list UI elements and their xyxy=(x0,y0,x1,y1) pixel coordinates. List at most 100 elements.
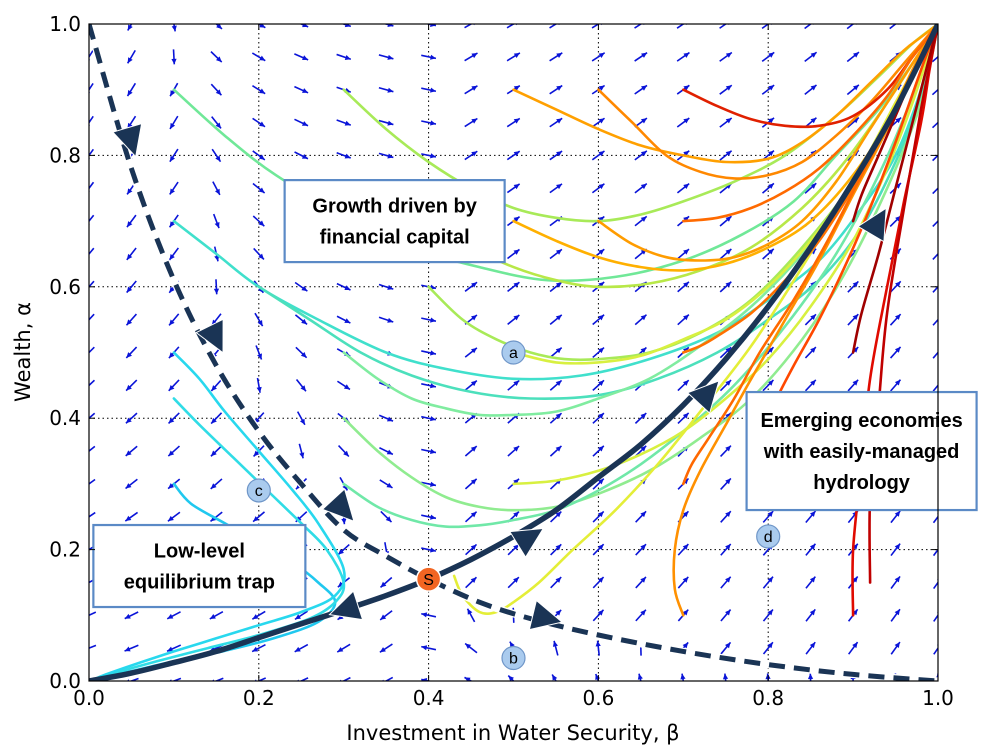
vector-arrow xyxy=(213,279,220,295)
vector-arrow xyxy=(549,314,563,326)
vector-arrow xyxy=(421,547,437,553)
vector-arrow xyxy=(719,445,732,458)
vector-arrow xyxy=(719,84,733,95)
vector-arrow xyxy=(507,248,520,260)
axis-ticks: 0.0 0.2 0.4 0.6 0.8 1.0 0.0 0.2 0.4 0.6 0.8 1.0 xyxy=(49,12,954,710)
separatrices xyxy=(89,24,938,681)
vector-arrow xyxy=(209,610,224,620)
vector-arrow xyxy=(251,644,266,653)
vector-arrow xyxy=(804,84,818,96)
vector-arrow xyxy=(592,314,605,326)
vector-arrow xyxy=(210,51,223,63)
vector-arrow xyxy=(550,576,562,589)
vector-arrow xyxy=(634,84,648,95)
vector-arrow xyxy=(167,445,181,457)
vector-arrow xyxy=(805,543,817,556)
vector-arrow xyxy=(720,510,732,523)
y-tick-label: 0.6 xyxy=(49,275,81,299)
separatrix-arrowhead xyxy=(321,488,355,523)
vector-arrow xyxy=(378,119,394,126)
vector-arrow xyxy=(637,673,643,681)
vector-arrow xyxy=(125,379,138,392)
vector-arrow xyxy=(209,511,223,523)
y-tick-label: 0.4 xyxy=(49,406,81,430)
vector-arrow xyxy=(210,412,223,425)
vector-arrow xyxy=(549,281,563,293)
vector-arrow xyxy=(464,445,478,457)
vector-arrow xyxy=(89,511,96,518)
vector-arrow xyxy=(507,543,520,556)
vector-arrow xyxy=(464,85,478,95)
vector-arrow xyxy=(635,543,647,556)
vector-arrow xyxy=(294,118,309,127)
vector-arrow xyxy=(507,379,520,391)
trajectory-line xyxy=(342,24,938,512)
trajectories xyxy=(91,24,938,681)
vector-arrow xyxy=(421,383,437,389)
vector-arrow xyxy=(634,314,648,326)
vector-arrow xyxy=(592,445,605,457)
x-tick-label: 0.6 xyxy=(582,686,614,710)
vector-arrow xyxy=(294,314,308,325)
vector-arrow xyxy=(719,51,733,62)
vector-arrow xyxy=(210,83,223,96)
vector-arrow xyxy=(421,153,437,159)
vector-arrow xyxy=(294,151,309,160)
annotation-text-line: Low-level xyxy=(154,541,245,563)
vector-arrow xyxy=(677,314,690,326)
vector-arrow xyxy=(464,511,478,523)
vector-arrow xyxy=(252,85,266,95)
vector-arrow xyxy=(464,478,478,490)
vector-arrow xyxy=(762,608,774,622)
vector-arrow xyxy=(719,117,733,128)
point-marker-b: b xyxy=(501,645,526,671)
vector-arrow xyxy=(210,445,223,457)
vector-arrow xyxy=(124,511,139,522)
vector-arrow xyxy=(168,247,180,261)
vector-arrow xyxy=(255,345,263,360)
point-markers: Sa b c d xyxy=(246,340,781,671)
vector-arrow xyxy=(677,281,690,293)
vector-arrow xyxy=(805,576,816,589)
y-tick-label: 0.2 xyxy=(49,538,81,562)
vector-arrow xyxy=(549,117,563,128)
vector-arrow xyxy=(677,379,690,392)
vector-arrow xyxy=(890,608,901,622)
vector-arrow xyxy=(677,248,690,260)
vector-arrow xyxy=(336,152,352,159)
y-axis-title: Wealth, α xyxy=(11,302,35,402)
vector-arrow xyxy=(465,543,478,556)
vector-arrow xyxy=(251,52,266,62)
vector-arrow xyxy=(126,280,137,294)
vector-arrow xyxy=(592,576,605,589)
vector-arrow xyxy=(421,87,437,93)
vector-arrow xyxy=(506,183,521,194)
vector-arrow xyxy=(890,379,902,392)
vector-arrow xyxy=(676,51,690,62)
vector-arrow xyxy=(552,640,559,656)
vector-arrow xyxy=(424,24,437,27)
separatrix-arrowhead xyxy=(111,122,143,158)
vector-arrow xyxy=(336,380,351,391)
separatrix-arrowhead xyxy=(686,380,720,415)
vector-arrow xyxy=(252,511,266,523)
vector-arrow xyxy=(506,52,521,62)
vector-arrow xyxy=(719,346,732,359)
vector-arrow xyxy=(294,643,309,653)
vector-arrow xyxy=(421,120,437,126)
vector-arrow xyxy=(379,479,393,489)
vector-arrow xyxy=(336,119,352,126)
vector-arrow xyxy=(507,281,520,293)
vector-arrow xyxy=(720,543,732,556)
vector-arrow xyxy=(125,412,138,424)
vector-arrow xyxy=(89,611,97,617)
vector-arrow xyxy=(421,678,433,681)
vector-arrow xyxy=(634,412,647,424)
trajectory-line xyxy=(851,24,938,617)
vector-arrow xyxy=(635,609,647,622)
separatrix-arrowhead xyxy=(528,599,564,631)
vector-arrow xyxy=(549,150,563,161)
vector-arrow xyxy=(421,415,437,422)
vector-arrow xyxy=(549,52,563,62)
vector-arrow xyxy=(378,283,394,290)
